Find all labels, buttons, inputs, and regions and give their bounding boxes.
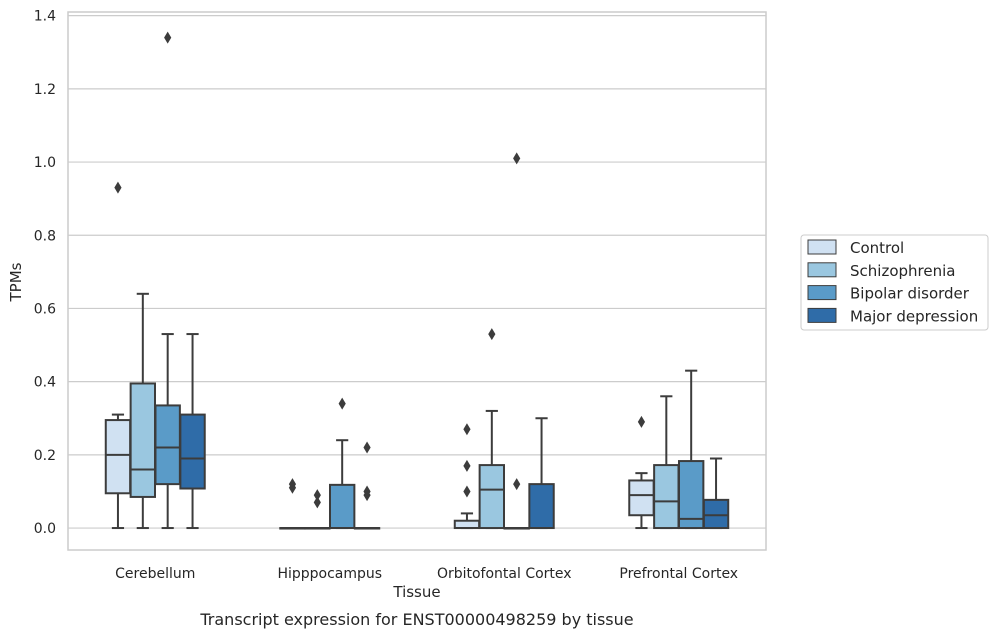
y-tick-label: 1.0: [34, 155, 56, 171]
outlier-point: [363, 441, 371, 454]
y-tick-labels: 0.0 0.2 0.4 0.6 0.8 1.0 1.2 1.4: [34, 9, 56, 537]
box-group: [279, 478, 306, 530]
box-group: [702, 457, 730, 530]
box-iqr: [104, 419, 132, 495]
box-group: [353, 441, 381, 530]
outlier-point: [488, 328, 496, 341]
box-iqr: [453, 519, 481, 530]
outlier-point: [463, 459, 471, 472]
legend-frame: [800, 234, 989, 331]
y-tick-label: 0.2: [34, 448, 56, 464]
x-tick-label: Cerebellum: [115, 566, 195, 582]
box-iqr: [478, 464, 506, 530]
outlier-point: [513, 152, 521, 165]
outlier-point: [164, 31, 172, 44]
box-group: [478, 328, 506, 530]
box-iqr: [628, 479, 655, 517]
x-tick-label: Orbitofontal Cortex: [437, 566, 572, 582]
y-tick-label: 0.0: [34, 521, 56, 537]
box-group: [179, 333, 206, 530]
outlier-point: [463, 485, 471, 498]
outlier-point: [338, 397, 346, 410]
legend-swatch: [807, 239, 837, 255]
legend-label: Major depression: [850, 307, 978, 325]
y-tick-label: 1.2: [34, 82, 56, 98]
box-group: [503, 152, 530, 530]
legend-label: Bipolar disorder: [850, 285, 970, 303]
box-group: [104, 181, 132, 530]
outlier-point: [313, 489, 321, 502]
box-iqr: [129, 382, 157, 498]
box-iqr: [328, 483, 356, 530]
y-tick-label: 0.4: [34, 375, 56, 391]
box-iqr: [677, 460, 705, 530]
outlier-point: [463, 423, 471, 436]
box-group: [129, 292, 157, 530]
legend: Control Schizophrenia Bipolar disorder Majo…: [800, 234, 989, 331]
box-group: [453, 423, 481, 530]
x-axis-label: Tissue: [392, 583, 440, 601]
box-group: [653, 395, 680, 530]
box-iqr: [528, 483, 555, 530]
outlier-point: [363, 485, 371, 498]
box-group: [628, 415, 655, 530]
legend-swatch: [807, 285, 837, 301]
box-group: [304, 489, 331, 530]
y-axis-label: TPMs: [7, 262, 25, 302]
legend-swatch: [807, 262, 837, 278]
box-iqr: [154, 404, 181, 486]
box-iqr: [653, 464, 680, 530]
outlier-point: [637, 415, 646, 428]
outlier-point: [313, 496, 321, 509]
y-tick-label: 0.8: [34, 228, 56, 244]
box-iqr: [702, 498, 730, 530]
box-iqr: [179, 413, 206, 490]
x-tick-label: Hipppocampus: [277, 566, 382, 582]
y-tick-label: 0.6: [34, 301, 56, 317]
y-tick-label: 1.4: [34, 9, 56, 25]
box-group: [328, 397, 356, 530]
legend-label: Schizophrenia: [850, 262, 955, 280]
box-group: [528, 417, 555, 530]
box-group: [154, 31, 181, 530]
outlier-point: [513, 478, 521, 491]
legend-label: Control: [850, 239, 904, 257]
outlier-point: [288, 478, 297, 491]
chart-caption: Transcript expression for ENST0000049825…: [199, 610, 633, 629]
legend-swatch: [807, 307, 837, 323]
box-plot-series: [104, 31, 730, 530]
box-group: [677, 369, 705, 530]
legend-items: Control Schizophrenia Bipolar disorder Majo…: [807, 239, 978, 325]
x-tick-labels: Cerebellum Hipppocampus Orbitofontal Corte…: [115, 566, 738, 582]
x-tick-label: Prefrontal Cortex: [619, 566, 738, 582]
outlier-point: [114, 181, 122, 194]
plot-area-frame: [67, 11, 767, 551]
